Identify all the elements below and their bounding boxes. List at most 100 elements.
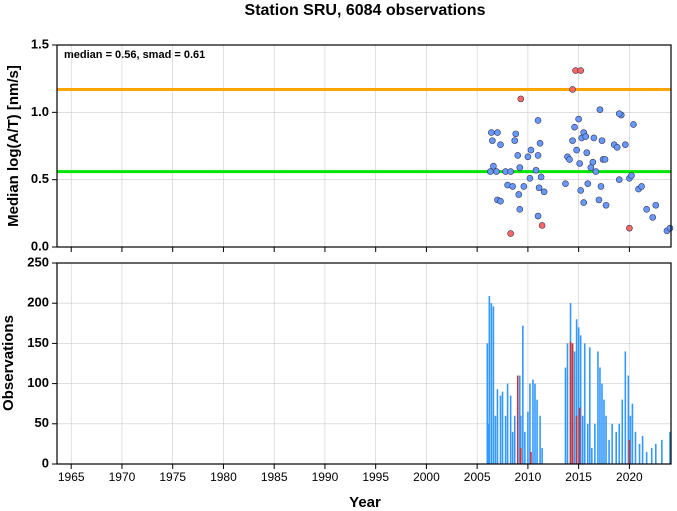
bar (571, 343, 574, 464)
bar (601, 383, 603, 464)
bar (645, 451, 648, 464)
x-tick-label: 2005 (464, 470, 491, 484)
point (601, 156, 609, 163)
point (577, 67, 584, 74)
point (590, 134, 598, 142)
bar (583, 343, 586, 464)
y-tick-label: 200 (27, 295, 49, 310)
x-tick-label: 1995 (362, 470, 389, 484)
bar (608, 439, 610, 464)
point (524, 153, 532, 161)
point (583, 149, 591, 157)
point (535, 184, 543, 192)
x-tick-label: 1965 (58, 470, 85, 484)
point (562, 180, 569, 188)
bar (506, 383, 509, 464)
bar (524, 431, 526, 464)
bar (564, 367, 567, 464)
bar (490, 303, 493, 464)
point (569, 86, 576, 93)
point (487, 168, 494, 175)
bar (641, 435, 644, 464)
bar (669, 431, 671, 464)
bar (532, 379, 534, 464)
x-tick-label: 2000 (413, 470, 440, 484)
point (630, 121, 637, 128)
bar (488, 295, 491, 464)
point (666, 224, 674, 232)
point (626, 224, 633, 232)
y-tick-label: 1.5 (31, 36, 49, 51)
point (598, 137, 606, 144)
bar (487, 423, 490, 464)
bar (618, 423, 621, 464)
point (589, 158, 597, 166)
bar (534, 383, 536, 464)
point (592, 168, 600, 175)
point (615, 110, 623, 117)
bar (597, 351, 599, 464)
bar (530, 451, 532, 464)
plot-frame (56, 44, 672, 248)
point (515, 191, 523, 198)
y-tick-label: 250 (27, 254, 49, 269)
point (520, 183, 528, 190)
x-tick-label: 1975 (159, 470, 186, 484)
bar (578, 407, 581, 464)
point (576, 160, 583, 167)
bar (638, 443, 641, 464)
point (584, 180, 592, 188)
bar (586, 423, 589, 464)
bar (496, 389, 499, 464)
point (573, 146, 580, 154)
point (507, 230, 514, 237)
bar (536, 399, 538, 464)
point (571, 123, 578, 131)
point (622, 141, 629, 148)
y-tick-label: 150 (27, 335, 49, 350)
bar (650, 447, 653, 464)
bar (661, 439, 663, 464)
point (537, 173, 545, 181)
bar (579, 335, 582, 464)
x-tick-label: 1985 (261, 470, 288, 484)
point (582, 133, 590, 140)
y-tick-label: 100 (27, 375, 49, 390)
bar (634, 431, 637, 464)
point (628, 172, 635, 179)
point (493, 168, 500, 175)
point (516, 205, 524, 213)
point (580, 199, 588, 206)
plot-frame (56, 262, 672, 465)
y-tick-label: 0.5 (31, 171, 49, 186)
point (497, 141, 504, 148)
bar (501, 391, 504, 464)
bar (591, 447, 593, 464)
chart-title: Station SRU, 6084 observations (245, 2, 486, 19)
bar (589, 347, 591, 464)
point (534, 117, 542, 124)
point (526, 175, 534, 182)
bar (494, 415, 497, 464)
point (538, 222, 546, 229)
point (596, 106, 604, 113)
bar (624, 351, 627, 464)
bar (527, 411, 529, 464)
bar (513, 415, 516, 464)
bar (631, 403, 634, 464)
y-axis-label: Observations (0, 315, 17, 411)
bar (615, 431, 617, 464)
point (490, 162, 497, 170)
bar (539, 415, 541, 464)
bar (486, 343, 489, 464)
bar (603, 399, 605, 464)
x-tick-label: 1980 (210, 470, 237, 484)
point (652, 201, 660, 209)
point (540, 188, 548, 196)
point (507, 168, 514, 175)
bar (492, 306, 495, 464)
point (527, 146, 535, 154)
bar (621, 399, 624, 464)
y-tick-label: 50 (35, 415, 49, 430)
